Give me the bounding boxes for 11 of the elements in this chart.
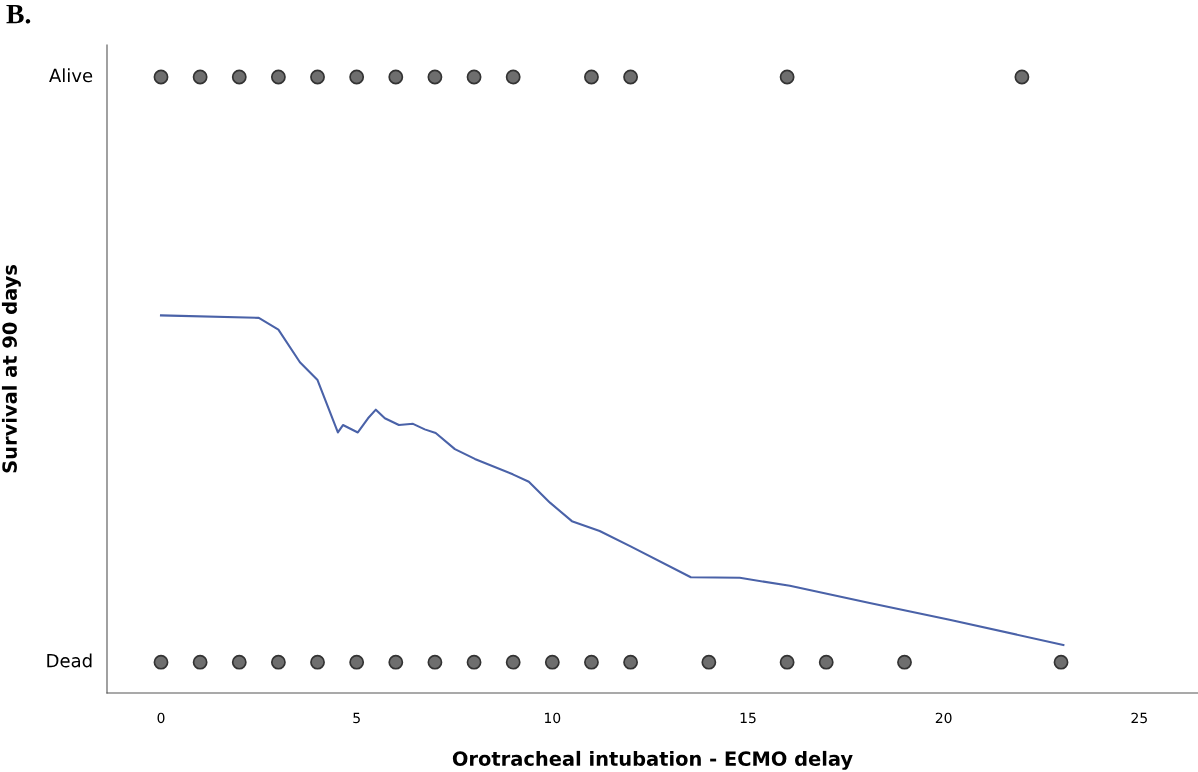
y-axis-title: Survival at 90 days: [1, 265, 21, 473]
chart-title: B.: [6, 4, 31, 24]
x-tick-label: 25: [1131, 712, 1147, 724]
text: Dead: [47, 653, 92, 668]
x-axis-title: Orotracheal intubation - ECMO delay: [452, 750, 853, 770]
x-tick-label: 10: [545, 712, 561, 724]
x-tick-label: 5: [353, 712, 360, 724]
x-tick-label: 15: [740, 712, 756, 724]
text: Alive: [49, 68, 93, 83]
x-tick-label: 20: [935, 712, 952, 724]
x-tick-label: 0: [157, 712, 165, 724]
